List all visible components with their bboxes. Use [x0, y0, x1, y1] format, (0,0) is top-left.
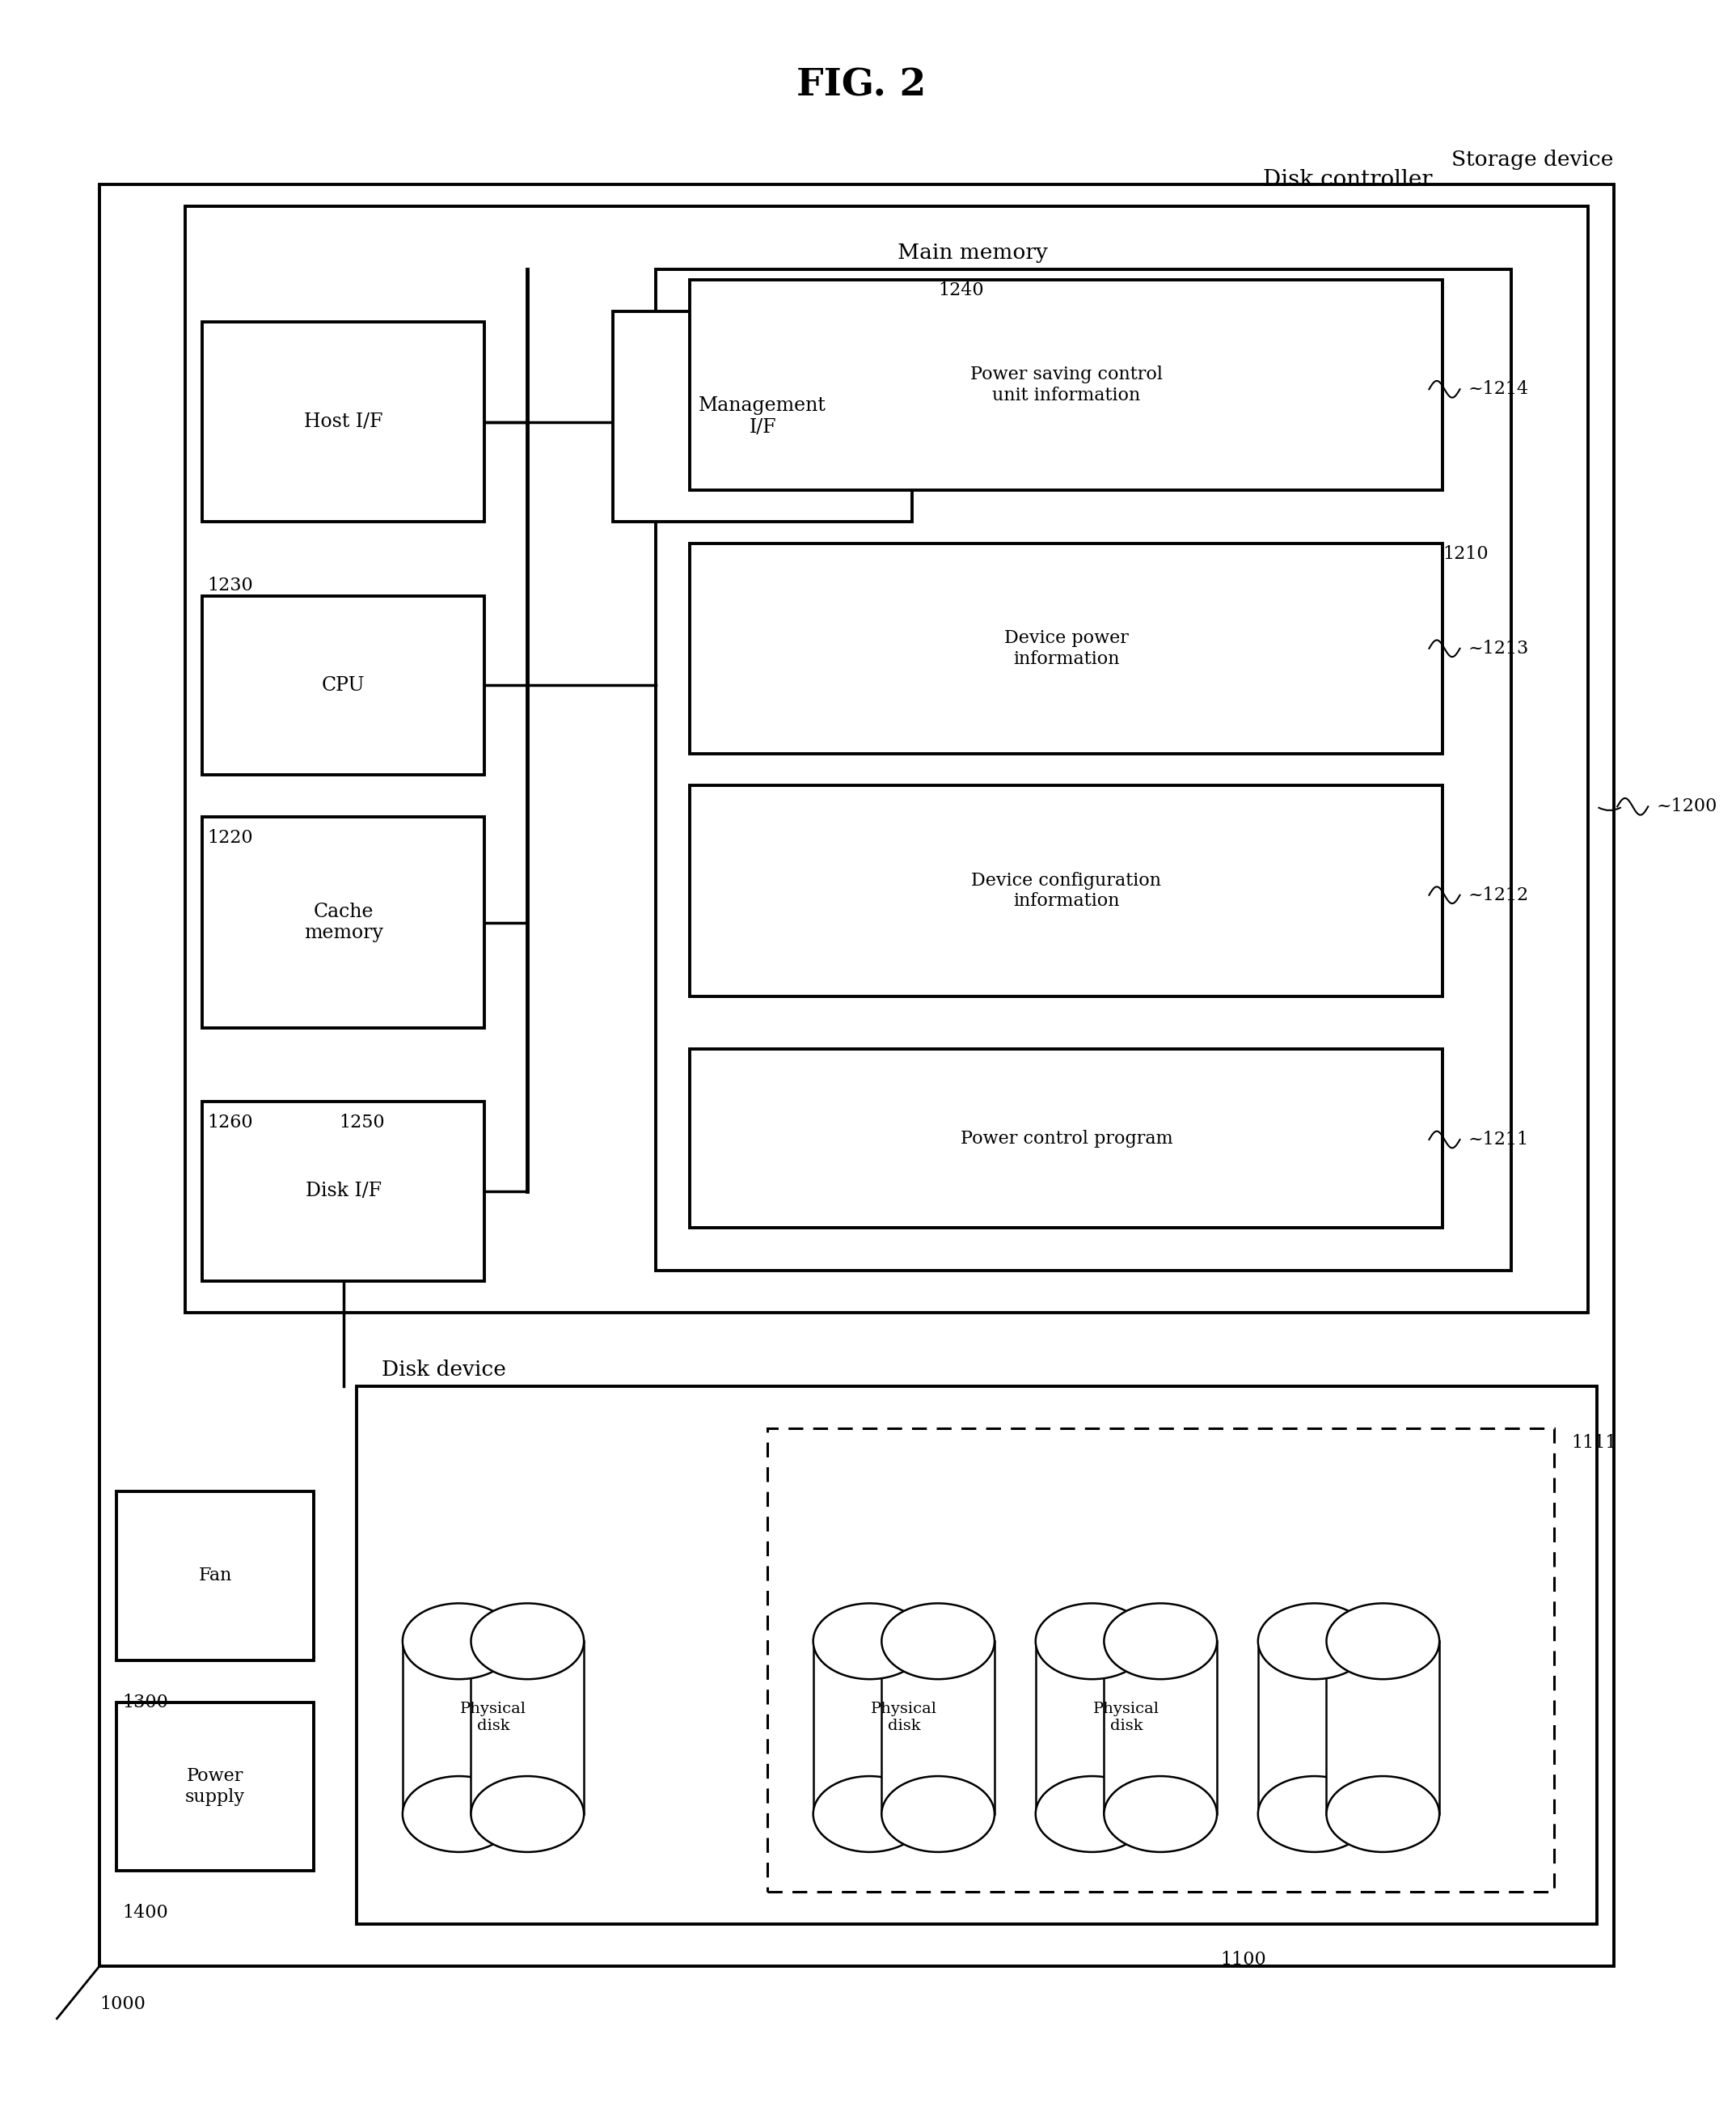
Ellipse shape — [1036, 1776, 1149, 1852]
Text: Physical
disk: Physical disk — [1094, 1702, 1160, 1733]
FancyBboxPatch shape — [613, 311, 913, 521]
Text: Power saving control
unit information: Power saving control unit information — [970, 367, 1163, 405]
FancyBboxPatch shape — [689, 542, 1443, 754]
Text: Power control program: Power control program — [960, 1129, 1172, 1146]
Ellipse shape — [1326, 1776, 1439, 1852]
FancyBboxPatch shape — [656, 269, 1512, 1269]
Text: 1250: 1250 — [339, 1115, 385, 1132]
Text: 1220: 1220 — [208, 829, 253, 848]
Polygon shape — [1104, 1642, 1217, 1814]
FancyBboxPatch shape — [203, 322, 484, 521]
Ellipse shape — [470, 1604, 583, 1678]
Ellipse shape — [1326, 1604, 1439, 1678]
Ellipse shape — [1104, 1776, 1217, 1852]
Ellipse shape — [1036, 1604, 1149, 1678]
Text: 1230: 1230 — [208, 576, 253, 593]
Text: Storage device: Storage device — [1451, 150, 1613, 170]
Text: 1300: 1300 — [122, 1693, 168, 1712]
Text: 1240: 1240 — [937, 282, 984, 299]
Text: 1400: 1400 — [122, 1905, 168, 1922]
Text: Physical
disk: Physical disk — [460, 1702, 526, 1733]
Text: 1210: 1210 — [1443, 545, 1488, 562]
Text: Management
I/F: Management I/F — [700, 396, 826, 437]
FancyBboxPatch shape — [689, 280, 1443, 489]
FancyBboxPatch shape — [689, 1049, 1443, 1229]
Polygon shape — [1326, 1642, 1439, 1814]
Text: Device configuration
information: Device configuration information — [972, 871, 1161, 909]
Ellipse shape — [403, 1776, 516, 1852]
Text: 1111: 1111 — [1571, 1435, 1616, 1452]
FancyBboxPatch shape — [689, 786, 1443, 996]
Text: ~1214: ~1214 — [1469, 379, 1529, 398]
Ellipse shape — [470, 1776, 583, 1852]
Text: ~1212: ~1212 — [1469, 886, 1529, 905]
Text: 1100: 1100 — [1220, 1952, 1266, 1969]
Text: Fan: Fan — [198, 1568, 233, 1585]
Ellipse shape — [812, 1776, 925, 1852]
FancyBboxPatch shape — [116, 1492, 314, 1659]
Text: FIG. 2: FIG. 2 — [797, 68, 925, 104]
Polygon shape — [1036, 1642, 1149, 1814]
Ellipse shape — [882, 1604, 995, 1678]
Text: ~1200: ~1200 — [1656, 797, 1717, 816]
Polygon shape — [403, 1642, 516, 1814]
FancyBboxPatch shape — [203, 818, 484, 1028]
Ellipse shape — [1259, 1604, 1371, 1678]
Polygon shape — [882, 1642, 995, 1814]
Text: Physical
disk: Physical disk — [871, 1702, 937, 1733]
Ellipse shape — [1104, 1604, 1217, 1678]
Text: ~1213: ~1213 — [1469, 640, 1529, 657]
Text: 1260: 1260 — [208, 1115, 253, 1132]
Text: ~1211: ~1211 — [1469, 1132, 1529, 1148]
Ellipse shape — [882, 1776, 995, 1852]
Text: Main memory: Main memory — [898, 242, 1047, 263]
Ellipse shape — [1259, 1776, 1371, 1852]
Text: 1000: 1000 — [99, 1994, 146, 2013]
Polygon shape — [470, 1642, 583, 1814]
Text: CPU: CPU — [321, 676, 365, 695]
Text: Power
supply: Power supply — [186, 1767, 245, 1805]
FancyBboxPatch shape — [203, 595, 484, 776]
Ellipse shape — [812, 1604, 925, 1678]
Text: Host I/F: Host I/F — [304, 413, 384, 430]
FancyBboxPatch shape — [116, 1702, 314, 1871]
Text: Disk controller: Disk controller — [1264, 170, 1432, 191]
Text: Cache
memory: Cache memory — [304, 903, 384, 943]
Text: Device power
information: Device power information — [1003, 629, 1128, 667]
FancyBboxPatch shape — [203, 1102, 484, 1280]
Ellipse shape — [403, 1604, 516, 1678]
FancyBboxPatch shape — [356, 1386, 1597, 1924]
Polygon shape — [1259, 1642, 1371, 1814]
Polygon shape — [812, 1642, 925, 1814]
FancyBboxPatch shape — [186, 206, 1588, 1312]
Text: Disk device: Disk device — [382, 1360, 507, 1379]
Text: Disk I/F: Disk I/F — [306, 1182, 382, 1201]
FancyBboxPatch shape — [99, 184, 1614, 1966]
